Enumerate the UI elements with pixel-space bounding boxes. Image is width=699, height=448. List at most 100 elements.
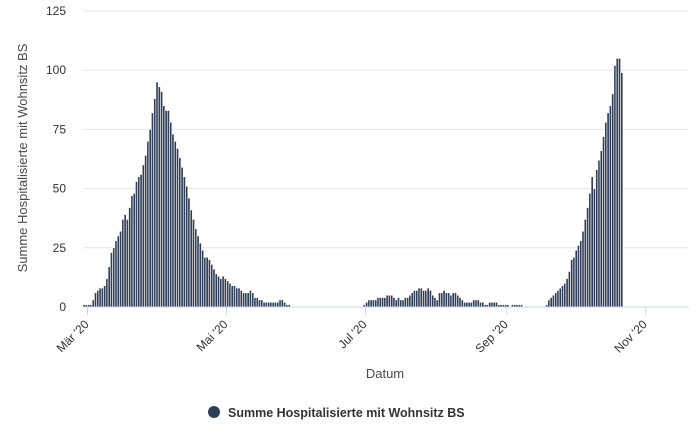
bar[interactable]	[205, 256, 209, 308]
bar[interactable]	[185, 185, 189, 308]
bar[interactable]	[401, 299, 405, 308]
bar[interactable]	[563, 283, 567, 308]
bar[interactable]	[410, 292, 414, 308]
bar[interactable]	[214, 273, 218, 308]
bar[interactable]	[166, 110, 170, 308]
bar[interactable]	[144, 155, 148, 308]
bar[interactable]	[123, 214, 127, 308]
bar[interactable]	[570, 259, 574, 308]
legend-label[interactable]: Summe Hospitalisierte mit Wohnsitz BS	[228, 406, 465, 420]
bar[interactable]	[444, 292, 448, 308]
bar[interactable]	[604, 122, 608, 308]
bar[interactable]	[230, 285, 234, 308]
bar[interactable]	[271, 301, 275, 308]
bar[interactable]	[620, 72, 624, 308]
bar[interactable]	[162, 105, 166, 308]
bar[interactable]	[595, 169, 599, 308]
bar[interactable]	[463, 301, 467, 308]
bar[interactable]	[392, 297, 396, 308]
bar[interactable]	[417, 287, 421, 308]
bar[interactable]	[210, 264, 214, 308]
bar[interactable]	[267, 301, 271, 308]
bar[interactable]	[577, 245, 580, 308]
bar[interactable]	[114, 240, 118, 308]
bar[interactable]	[164, 110, 168, 308]
bar[interactable]	[406, 297, 410, 308]
bar[interactable]	[262, 301, 266, 308]
bar[interactable]	[618, 58, 621, 308]
bar[interactable]	[153, 98, 157, 308]
bar[interactable]	[160, 91, 164, 308]
bar[interactable]	[579, 240, 583, 308]
bar[interactable]	[137, 176, 141, 308]
bar[interactable]	[189, 209, 193, 308]
bar[interactable]	[583, 219, 587, 308]
bar[interactable]	[376, 297, 380, 308]
bar[interactable]	[454, 292, 457, 308]
bar[interactable]	[433, 297, 437, 308]
bar[interactable]	[112, 247, 116, 308]
bar[interactable]	[449, 294, 453, 308]
bar[interactable]	[196, 235, 200, 308]
bar[interactable]	[438, 292, 441, 308]
bar[interactable]	[237, 287, 241, 308]
bar[interactable]	[442, 290, 446, 308]
bar[interactable]	[219, 278, 223, 308]
bar[interactable]	[469, 301, 473, 308]
bar[interactable]	[119, 230, 123, 308]
bar[interactable]	[151, 112, 154, 308]
bar[interactable]	[378, 297, 382, 308]
bar[interactable]	[602, 136, 606, 308]
bar[interactable]	[233, 285, 236, 308]
bar[interactable]	[588, 193, 592, 308]
bar[interactable]	[599, 150, 603, 308]
bar[interactable]	[554, 292, 558, 308]
bar[interactable]	[422, 290, 426, 308]
bar[interactable]	[135, 181, 138, 308]
bar[interactable]	[130, 195, 134, 308]
bar[interactable]	[613, 65, 617, 308]
bar[interactable]	[105, 278, 109, 308]
bar[interactable]	[251, 292, 255, 308]
bar[interactable]	[590, 176, 594, 308]
bar[interactable]	[208, 259, 211, 308]
bar[interactable]	[157, 86, 161, 308]
bar[interactable]	[419, 287, 423, 308]
bar[interactable]	[260, 299, 264, 308]
bar[interactable]	[228, 283, 232, 308]
bar[interactable]	[139, 174, 143, 308]
bar[interactable]	[269, 301, 273, 308]
bar[interactable]	[460, 299, 464, 308]
bar[interactable]	[567, 271, 571, 308]
bar[interactable]	[274, 301, 277, 308]
bar[interactable]	[413, 290, 416, 308]
bar[interactable]	[125, 219, 129, 308]
bar[interactable]	[387, 294, 391, 308]
bar[interactable]	[91, 299, 95, 308]
bar[interactable]	[180, 166, 184, 308]
legend[interactable]: Summe Hospitalisierte mit Wohnsitz BS	[208, 406, 465, 420]
bar[interactable]	[403, 297, 407, 308]
bar[interactable]	[212, 268, 216, 308]
bar[interactable]	[492, 301, 496, 308]
bar[interactable]	[369, 299, 373, 308]
bar[interactable]	[283, 301, 287, 308]
bar[interactable]	[458, 297, 462, 308]
bar[interactable]	[479, 301, 482, 308]
bar[interactable]	[565, 278, 569, 308]
bar[interactable]	[258, 299, 262, 308]
bar[interactable]	[415, 290, 419, 308]
bar[interactable]	[408, 294, 412, 308]
bar[interactable]	[128, 207, 132, 308]
bar[interactable]	[249, 290, 252, 308]
bar[interactable]	[397, 297, 400, 308]
bar[interactable]	[221, 275, 225, 308]
bar[interactable]	[615, 58, 619, 308]
bar[interactable]	[424, 290, 428, 308]
bar[interactable]	[280, 299, 284, 308]
bar[interactable]	[426, 287, 430, 308]
bar[interactable]	[176, 148, 179, 308]
bar[interactable]	[253, 297, 257, 308]
bar[interactable]	[495, 301, 498, 308]
bar[interactable]	[203, 256, 207, 308]
